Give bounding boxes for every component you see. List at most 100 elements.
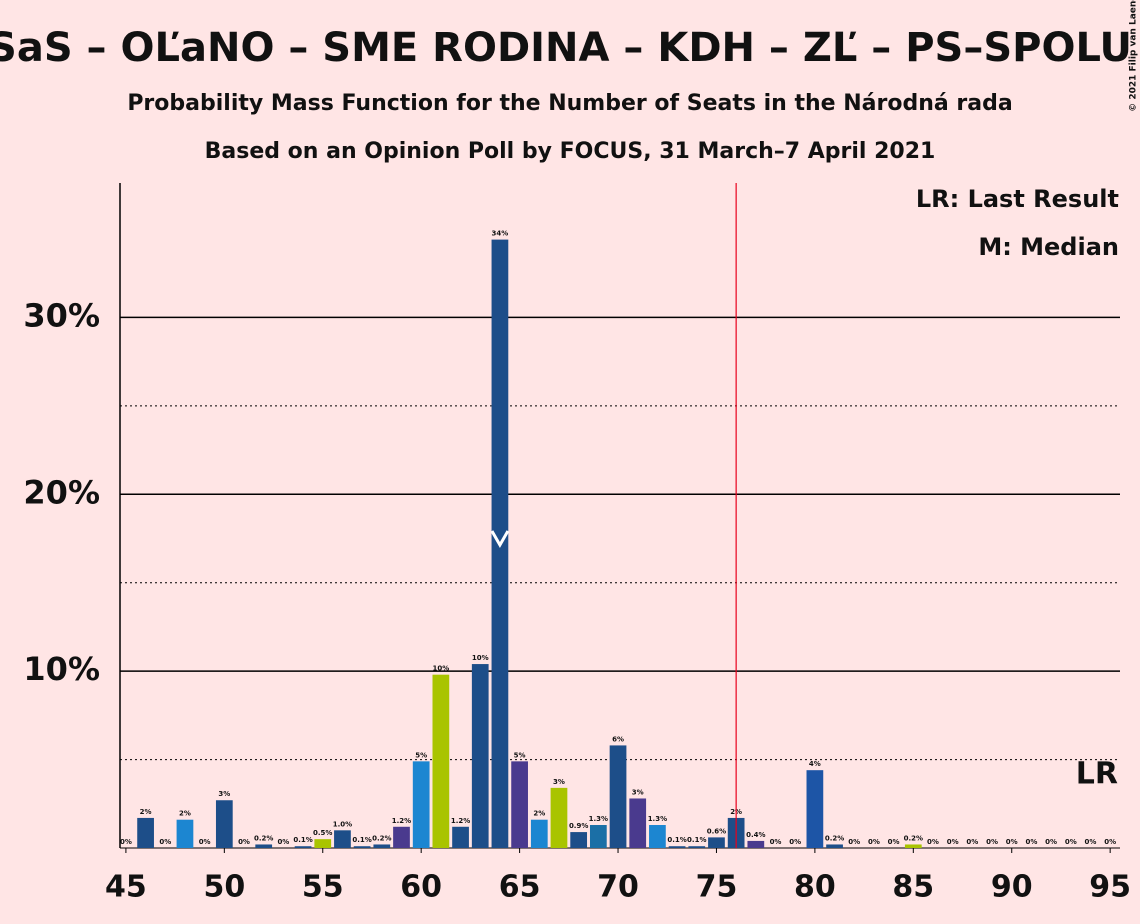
median-marker bbox=[490, 530, 510, 549]
bar bbox=[353, 846, 371, 848]
legend-text: LR: Last Result bbox=[916, 185, 1119, 213]
value-label: 4% bbox=[809, 760, 821, 768]
y-tick-label: 30% bbox=[23, 296, 100, 334]
value-label: 0% bbox=[986, 838, 998, 846]
value-label: 0% bbox=[947, 838, 959, 846]
value-label: 1.2% bbox=[392, 817, 411, 825]
value-label: 2% bbox=[140, 808, 152, 816]
bar bbox=[452, 826, 469, 848]
value-label: 34% bbox=[492, 230, 509, 238]
x-tick-label: 70 bbox=[597, 870, 639, 905]
value-label: 1.3% bbox=[589, 815, 608, 823]
value-label: 0.1% bbox=[293, 836, 312, 844]
bar bbox=[688, 846, 706, 848]
value-label: 5% bbox=[514, 751, 526, 759]
x-tick-label: 80 bbox=[794, 870, 836, 905]
value-label: 0% bbox=[966, 838, 978, 846]
bar bbox=[176, 819, 194, 848]
bar bbox=[432, 674, 450, 848]
chart-subtitle: Based on an Opinion Poll by FOCUS, 31 Ma… bbox=[205, 139, 936, 164]
bar bbox=[137, 817, 154, 848]
value-label: 0.4% bbox=[746, 831, 765, 839]
bar bbox=[904, 844, 922, 848]
bar bbox=[215, 800, 233, 848]
value-label: 0.6% bbox=[707, 827, 726, 835]
value-label: 0% bbox=[120, 838, 132, 846]
x-tick-label: 90 bbox=[991, 870, 1033, 905]
x-tick-label: 85 bbox=[892, 870, 934, 905]
x-tick-label: 45 bbox=[105, 870, 147, 905]
bar bbox=[255, 844, 273, 848]
value-label: 0% bbox=[848, 838, 860, 846]
bar bbox=[806, 770, 824, 848]
value-label: 0% bbox=[1065, 838, 1077, 846]
value-label: 3% bbox=[553, 778, 565, 786]
bar bbox=[826, 844, 843, 848]
value-label: 0.1% bbox=[667, 836, 686, 844]
bar bbox=[334, 830, 351, 848]
value-label: 6% bbox=[612, 735, 624, 743]
value-label: 1.0% bbox=[333, 820, 352, 828]
value-label: 0% bbox=[159, 838, 171, 846]
bar bbox=[747, 840, 765, 848]
value-label: 0% bbox=[927, 838, 939, 846]
value-label: 10% bbox=[432, 665, 449, 673]
bar bbox=[629, 798, 647, 848]
value-label: 0.2% bbox=[904, 834, 923, 842]
value-label: 0% bbox=[868, 838, 880, 846]
bar bbox=[393, 826, 410, 848]
x-tick-label: 95 bbox=[1089, 870, 1131, 905]
bar bbox=[314, 839, 332, 848]
value-label: 0% bbox=[1085, 838, 1097, 846]
value-label: 0.1% bbox=[687, 836, 706, 844]
value-label: 0% bbox=[789, 838, 801, 846]
legend-text: M: Median bbox=[978, 233, 1119, 261]
y-tick-label: 10% bbox=[23, 650, 100, 688]
value-label: 3% bbox=[218, 790, 230, 798]
bar bbox=[294, 846, 312, 848]
bar bbox=[570, 832, 588, 848]
bar bbox=[550, 787, 568, 848]
bar bbox=[609, 745, 627, 848]
value-label: 0% bbox=[1045, 838, 1057, 846]
value-label: 0.2% bbox=[372, 834, 391, 842]
x-tick-label: 60 bbox=[400, 870, 442, 905]
bar bbox=[471, 664, 489, 848]
value-label: 10% bbox=[472, 654, 489, 662]
x-tick-label: 50 bbox=[203, 870, 245, 905]
bar bbox=[668, 846, 686, 848]
x-tick-label: 55 bbox=[302, 870, 344, 905]
value-label: 0.5% bbox=[313, 829, 332, 837]
value-label: 0% bbox=[1025, 838, 1037, 846]
value-label: 0% bbox=[770, 838, 782, 846]
value-label: 2% bbox=[533, 810, 545, 818]
bar bbox=[589, 825, 607, 848]
value-label: 0% bbox=[1006, 838, 1018, 846]
last-result-label: LR bbox=[1076, 757, 1118, 792]
bar bbox=[373, 844, 391, 848]
value-label: 0.2% bbox=[254, 834, 273, 842]
value-label: 0.1% bbox=[352, 836, 371, 844]
value-label: 0% bbox=[888, 838, 900, 846]
chart-title: SaS – OĽaNO – SME RODINA – KDH – ZĽ – PS… bbox=[0, 25, 1132, 71]
y-tick-label: 20% bbox=[23, 473, 100, 511]
x-tick-label: 65 bbox=[499, 870, 541, 905]
value-label: 3% bbox=[632, 788, 644, 796]
bar bbox=[530, 819, 548, 848]
value-label: 0% bbox=[277, 838, 289, 846]
bar bbox=[412, 761, 430, 848]
bar bbox=[511, 761, 528, 848]
bar bbox=[649, 825, 666, 848]
value-label: 0% bbox=[199, 838, 211, 846]
value-label: 1.3% bbox=[648, 815, 667, 823]
value-label: 2% bbox=[179, 810, 191, 818]
chart-subtitle: Probability Mass Function for the Number… bbox=[127, 91, 1012, 116]
value-label: 5% bbox=[415, 751, 427, 759]
bar bbox=[708, 837, 725, 848]
value-label: 0% bbox=[238, 838, 250, 846]
value-label: 0% bbox=[1104, 838, 1116, 846]
x-tick-label: 75 bbox=[696, 870, 738, 905]
value-label: 1.2% bbox=[451, 817, 470, 825]
